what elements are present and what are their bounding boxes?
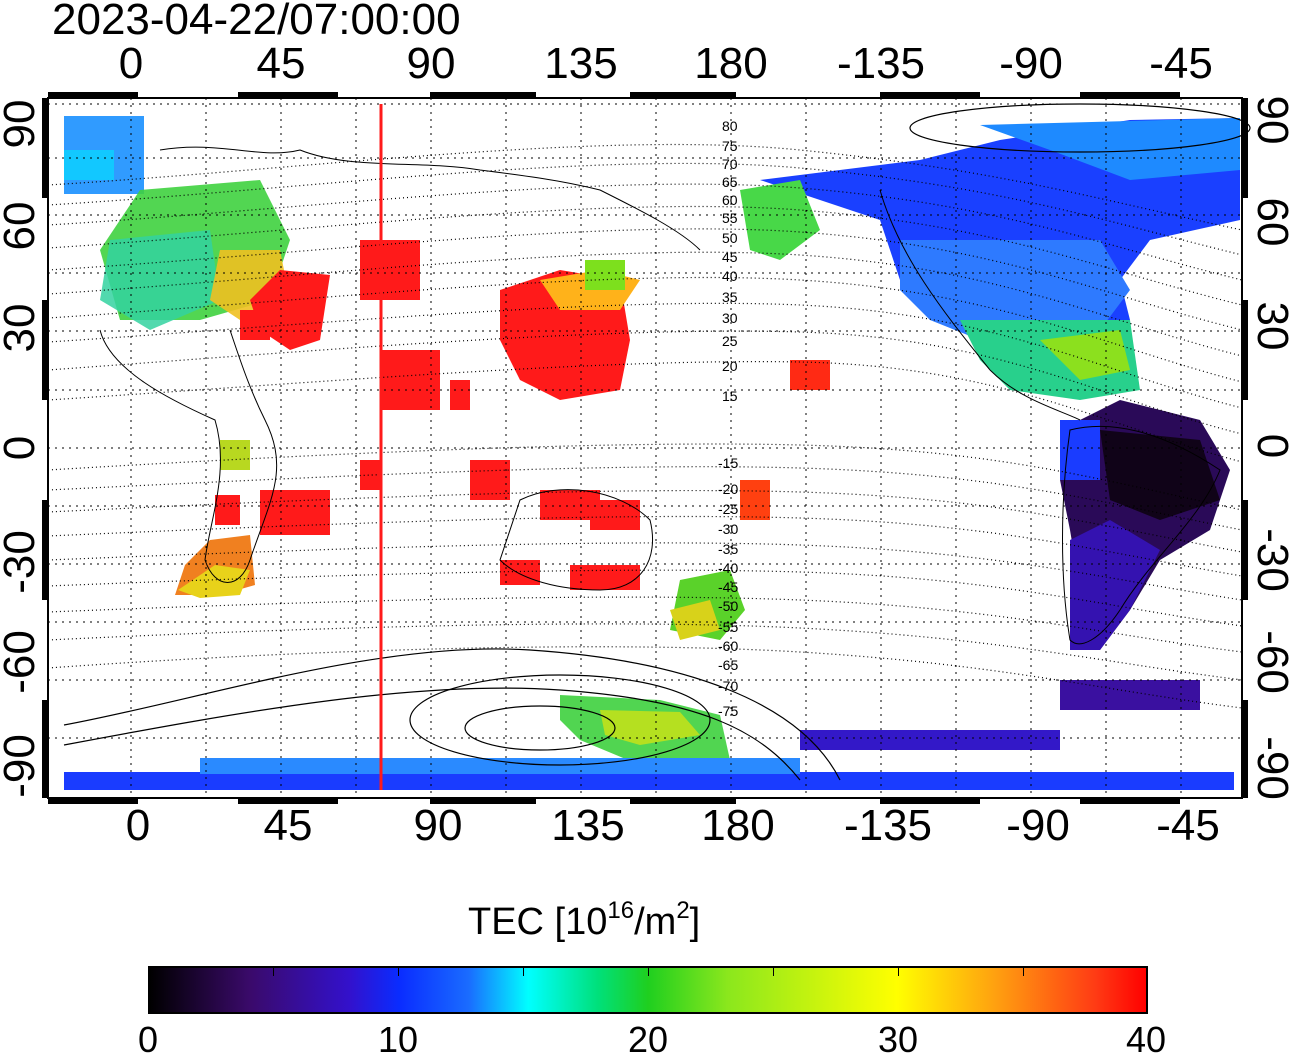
contour-label: -35 — [718, 541, 738, 557]
contour-label: -70 — [718, 678, 738, 694]
colorbar-minor-tick — [1023, 966, 1024, 976]
top-tick-label: 135 — [544, 39, 618, 88]
colorbar-title-main: TEC [10 — [468, 901, 608, 943]
contour-label: -65 — [718, 657, 738, 673]
auroral-contours — [63, 103, 1251, 781]
axis-bars — [42, 92, 1248, 804]
contour-label: -45 — [718, 579, 738, 595]
colorbar-title-exponent: 16 — [607, 897, 635, 924]
contour-label: 65 — [722, 174, 738, 190]
contour-label: 70 — [722, 156, 738, 172]
bottom-tick-label: -45 — [1156, 801, 1220, 850]
contour-label: -55 — [718, 619, 738, 635]
colorbar-title-end: ] — [689, 901, 701, 943]
tec-data-patches — [64, 116, 1240, 790]
colorbar-tick-label: 30 — [877, 1019, 919, 1060]
contour-label: -20 — [718, 481, 738, 497]
colorbar-tick-label: 40 — [1125, 1019, 1167, 1060]
contour-label: 55 — [722, 210, 738, 226]
bottom-tick-label: -135 — [843, 801, 933, 850]
contour-label: -40 — [718, 560, 738, 576]
colorbar-tick-label: 20 — [627, 1019, 669, 1060]
colorbar-title: TEC [1016/m2] — [468, 897, 701, 944]
colorbar-minor-tick — [648, 966, 649, 976]
contour-label: 45 — [722, 249, 738, 265]
contour-labels: 80 75 70 65 60 55 50 45 40 35 30 25 20 1… — [718, 118, 738, 719]
top-tick-label: 0 — [118, 39, 144, 88]
contour-label: -75 — [718, 703, 738, 719]
contour-label: 80 — [722, 118, 738, 134]
top-tick-label: 180 — [694, 39, 768, 88]
top-tick-label: 90 — [406, 39, 456, 88]
contour-label: 50 — [722, 230, 738, 246]
colorbar-minor-tick — [398, 966, 399, 976]
top-tick-label: -135 — [836, 39, 926, 88]
colorbar-tick-label: 10 — [377, 1019, 419, 1060]
contour-label: -15 — [718, 455, 738, 471]
bottom-tick-label: 90 — [413, 801, 463, 850]
top-tick-label: 45 — [256, 39, 306, 88]
colorbar-tick-label: 0 — [137, 1019, 159, 1060]
contour-label: -60 — [718, 638, 738, 654]
magnetic-latitude-contours — [47, 143, 1243, 709]
colorbar-minor-tick — [273, 966, 274, 976]
contour-label: -50 — [718, 598, 738, 614]
contour-label: 20 — [722, 358, 738, 374]
contour-label: 35 — [722, 289, 738, 305]
colorbar-minor-tick — [523, 966, 524, 976]
top-tick-label: -90 — [999, 39, 1063, 88]
colorbar-title-unit: /m — [634, 901, 677, 943]
map-timestamp: 2023-04-22/07:00:00 — [52, 0, 461, 44]
bottom-tick-label: 180 — [701, 801, 775, 850]
contour-label: 60 — [722, 192, 738, 208]
contour-label: 75 — [722, 138, 738, 154]
contour-label: 40 — [722, 268, 738, 284]
coastlines — [99, 146, 1221, 645]
bottom-tick-label: -90 — [1006, 801, 1070, 850]
colorbar-minor-tick — [898, 966, 899, 976]
bottom-tick-label: 45 — [263, 801, 313, 850]
contour-label: -25 — [718, 501, 738, 517]
colorbar-title-exponent-2: 2 — [676, 897, 690, 924]
top-tick-label: -45 — [1149, 39, 1213, 88]
contour-label: -30 — [718, 521, 738, 537]
colorbar-minor-tick — [773, 966, 774, 976]
contour-label: 15 — [722, 388, 738, 404]
contour-label: 25 — [722, 333, 738, 349]
bottom-tick-label: 0 — [125, 801, 151, 850]
contour-label: 30 — [722, 310, 738, 326]
bottom-tick-label: 135 — [551, 801, 625, 850]
